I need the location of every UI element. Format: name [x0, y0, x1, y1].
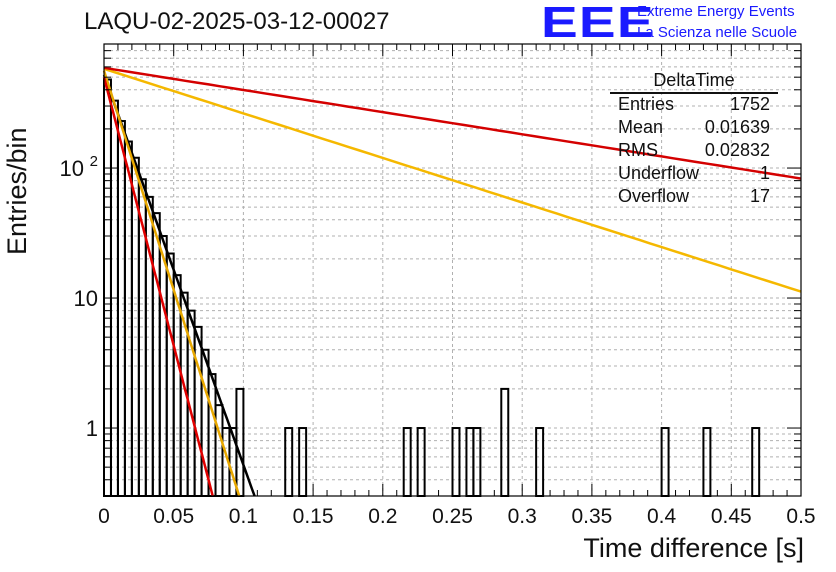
fit-curves: [102, 66, 802, 497]
histogram-bar: [284, 427, 294, 497]
histogram-bar: [465, 427, 475, 497]
histogram-bar: [751, 427, 761, 497]
fit-curve: [102, 70, 241, 497]
stats-label: Overflow: [618, 186, 690, 206]
stats-box: DeltaTime Entries 1752 Mean 0.01639 RMS 0.0…: [610, 70, 778, 209]
y-tick-exponent: 2: [90, 153, 98, 170]
fit-curve: [103, 67, 802, 293]
y-tick-label: 10: [74, 286, 98, 311]
stats-box-title: DeltaTime: [610, 70, 778, 94]
histogram-bar: [193, 325, 203, 497]
x-tick-label: 0.45: [711, 505, 752, 528]
axes: [103, 43, 802, 497]
stats-label: RMS: [618, 140, 658, 160]
y-tick-label: 1: [86, 416, 98, 441]
stats-label: Mean: [618, 117, 664, 137]
stats-value: 17: [749, 186, 770, 206]
histogram-bar: [298, 427, 308, 497]
stats-label: Underflow: [618, 163, 700, 183]
histogram-bar: [472, 427, 482, 497]
stats-value: 0.02832: [704, 140, 770, 160]
x-tick-label: 0.35: [571, 505, 612, 528]
logo-line-1: Extreme Energy Events: [637, 3, 795, 20]
x-tick-label: 0.4: [647, 505, 677, 528]
histogram-bar: [702, 427, 712, 497]
histogram-bar: [660, 427, 670, 497]
plot-title: LAQU-02-2025-03-12-00027: [84, 8, 390, 35]
histogram-bar: [116, 120, 126, 497]
histogram-bar: [123, 140, 133, 497]
stats-value: 1: [759, 163, 770, 183]
x-tick-label: 0.3: [508, 505, 537, 528]
x-tick-label: 0.25: [432, 505, 473, 528]
y-tick-label: 10: [60, 156, 84, 181]
logo-line-2: La Scienza nelle Scuole: [637, 24, 798, 41]
fit-curve: [102, 76, 214, 497]
fit-curve: [103, 66, 802, 180]
stats-row: Mean 0.01639: [610, 117, 778, 140]
y-axis-label: Entries/bin: [2, 127, 32, 255]
x-tick-label: 0.2: [368, 505, 397, 528]
fit-curve: [102, 74, 256, 497]
stats-row: Overflow 17: [610, 186, 778, 209]
stats-row: Entries 1752: [610, 94, 778, 117]
histogram-bar: [535, 427, 545, 497]
stats-row: Underflow 1: [610, 163, 778, 186]
histogram-bar: [416, 427, 426, 497]
x-tick-label: 0.15: [293, 505, 334, 528]
histogram-bar: [402, 427, 412, 497]
x-tick-label: 0.1: [229, 505, 258, 528]
eee-logo: EEE: [541, 0, 655, 47]
histogram-bar: [151, 212, 161, 497]
x-tick-label: 0: [98, 505, 110, 528]
x-tick-label: 0.5: [786, 505, 815, 528]
histogram-bar: [214, 404, 224, 497]
stats-value: 0.01639: [704, 117, 770, 137]
stats-value: 1752: [729, 94, 770, 114]
stats-row: RMS 0.02832: [610, 140, 778, 163]
x-tick-label: 0.05: [153, 505, 194, 528]
histogram-bar: [207, 373, 217, 498]
stats-label: Entries: [618, 94, 675, 114]
tick-labels: 0 0.05 0.1 0.15 0.2 0.25 0.3 0.35 0.4 0.45 0.5 1 10 1…: [60, 153, 816, 528]
histogram-bar: [451, 427, 461, 497]
x-axis-label: Time difference [s]: [583, 533, 804, 563]
